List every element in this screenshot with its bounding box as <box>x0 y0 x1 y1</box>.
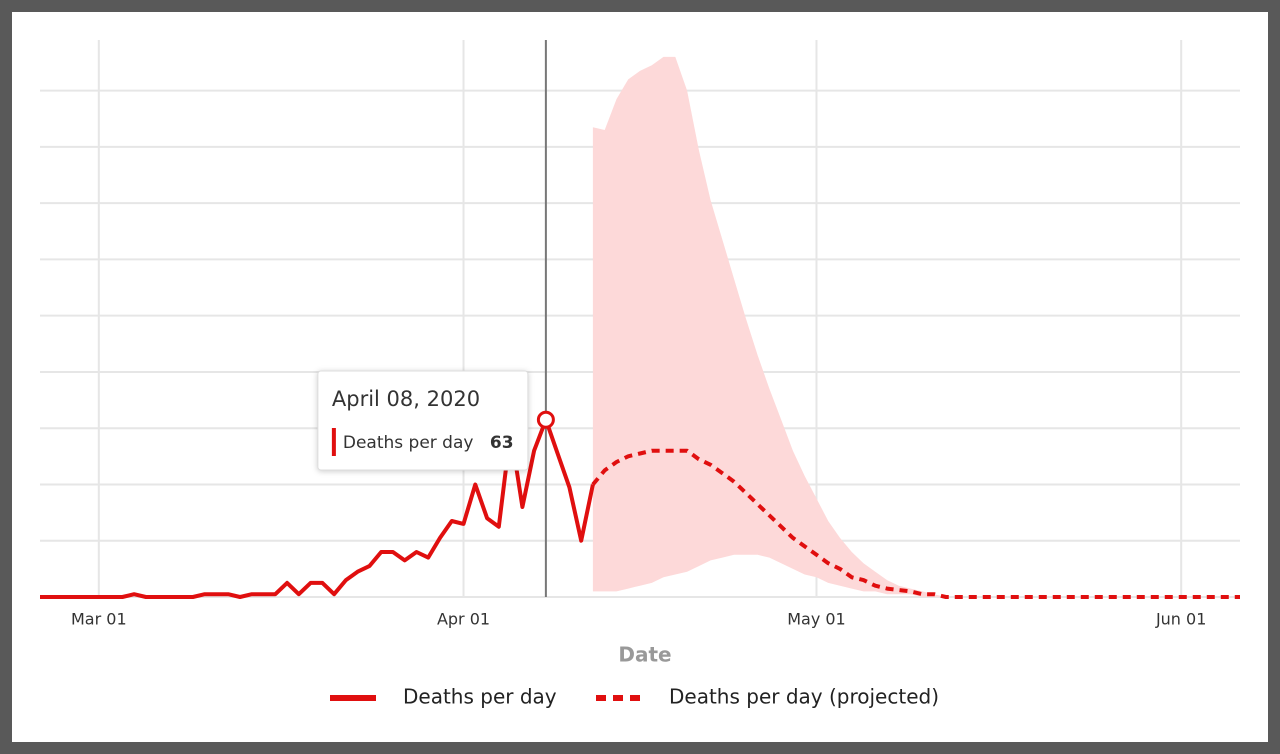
tooltip-value: 63 <box>490 433 514 453</box>
legend-label: Deaths per day <box>403 685 557 709</box>
hover-marker <box>536 410 555 429</box>
tooltip-swatch <box>331 428 336 456</box>
tooltip-label: Deaths per day <box>343 433 474 453</box>
x-tick-label: Mar 01 <box>71 610 127 629</box>
x-tick-label: May 01 <box>787 610 846 629</box>
series-line <box>40 417 595 599</box>
series-line <box>591 448 1240 599</box>
x-tick-label: Apr 01 <box>437 610 490 629</box>
x-tick-label: Jun 01 <box>1155 610 1206 629</box>
tooltip-title: April 08, 2020 <box>332 387 480 411</box>
x-axis-title: Date <box>618 643 671 667</box>
legend-label: Deaths per day (projected) <box>669 685 939 709</box>
uncertainty-band <box>592 56 946 597</box>
tooltip-box <box>317 370 529 471</box>
